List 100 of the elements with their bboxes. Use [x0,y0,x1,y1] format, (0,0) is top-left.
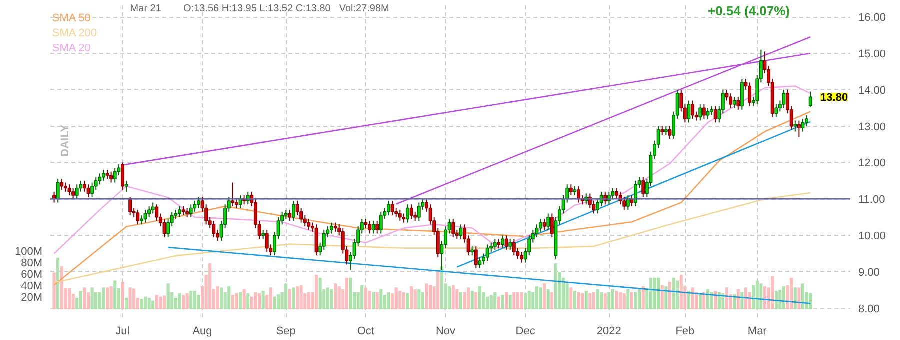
bar [626,289,630,310]
candlestick [113,168,117,184]
candlestick [774,104,778,118]
bar [368,291,372,310]
bar [573,291,576,310]
candlestick [508,238,512,251]
candlestick [372,220,376,234]
bar [193,291,196,310]
bar [596,289,600,310]
bar [273,296,276,310]
candlestick [120,162,124,191]
bar [182,295,186,310]
candlestick [189,204,193,218]
bar [611,289,614,310]
candlestick [732,96,736,109]
y-tick-label: 15.00 [858,48,886,60]
y-tick-label: 14.00 [858,84,886,97]
candlestick [808,91,812,108]
bar [600,292,604,310]
bar [524,293,528,310]
bar [440,266,444,310]
bar [760,284,763,310]
bar [52,272,56,310]
bar [592,292,596,310]
bar [687,291,690,310]
bar [334,284,338,310]
bar [474,292,478,310]
bar [505,292,508,310]
x-tick-label: Feb [676,326,695,338]
candlestick [748,82,752,107]
bar [634,292,638,310]
candlestick [797,120,801,138]
bar [630,292,634,310]
bar [452,285,455,310]
bar [494,292,497,310]
bar [581,293,584,310]
candlestick [110,171,114,184]
candlestick [196,196,200,209]
candlestick [577,186,580,204]
candlestick [687,100,691,124]
candlestick [262,230,266,240]
bar [497,296,500,310]
y-tick-label: 11.00 [858,194,886,206]
candlestick [486,244,490,262]
candlestick [470,246,474,256]
bar [782,286,786,310]
bar [604,293,607,310]
candlestick [710,106,714,116]
bar [155,295,158,310]
candlestick [231,182,235,207]
bar [448,286,452,310]
candlestick [68,184,72,196]
bar [269,288,272,310]
bar [106,288,110,310]
bar [345,278,348,310]
text: SMA 20 [52,42,91,54]
bar [242,289,246,310]
bar [414,289,417,310]
line-series [54,86,812,254]
bar [680,275,683,310]
candlestick [238,195,242,209]
candlestick [136,210,140,226]
y-tick-label: 16.00 [858,12,886,24]
bar [456,289,459,310]
bar [102,288,106,310]
candlestick [736,96,740,110]
bar [121,282,124,310]
candlestick [520,251,524,264]
candlestick [72,188,76,200]
bar [239,292,242,310]
bar [516,292,520,310]
bar [660,285,664,310]
y2-tick-label: 60M [21,269,43,282]
text: SMA 200 [52,28,98,40]
candlestick [702,104,706,120]
line-series [54,192,812,284]
y2-tick-label: 80M [21,258,43,270]
candlestick [151,202,155,214]
candlestick [546,213,550,231]
bar [501,295,504,310]
candlestick [417,202,421,222]
bar [60,266,64,310]
bar [292,288,296,310]
bar [128,288,132,310]
bar [570,288,573,310]
bar [162,296,166,310]
candlestick [186,208,190,218]
bar [338,286,341,310]
candlestick [474,246,478,269]
bar [801,284,805,310]
bar [360,285,364,310]
bar [296,286,300,310]
bar [794,288,797,310]
annotation: Vol:27.98M [339,4,390,14]
candlestick [550,213,554,238]
bar [178,293,182,310]
bar [258,293,262,310]
bar [733,294,736,310]
bar [216,286,220,310]
bar [706,289,710,310]
